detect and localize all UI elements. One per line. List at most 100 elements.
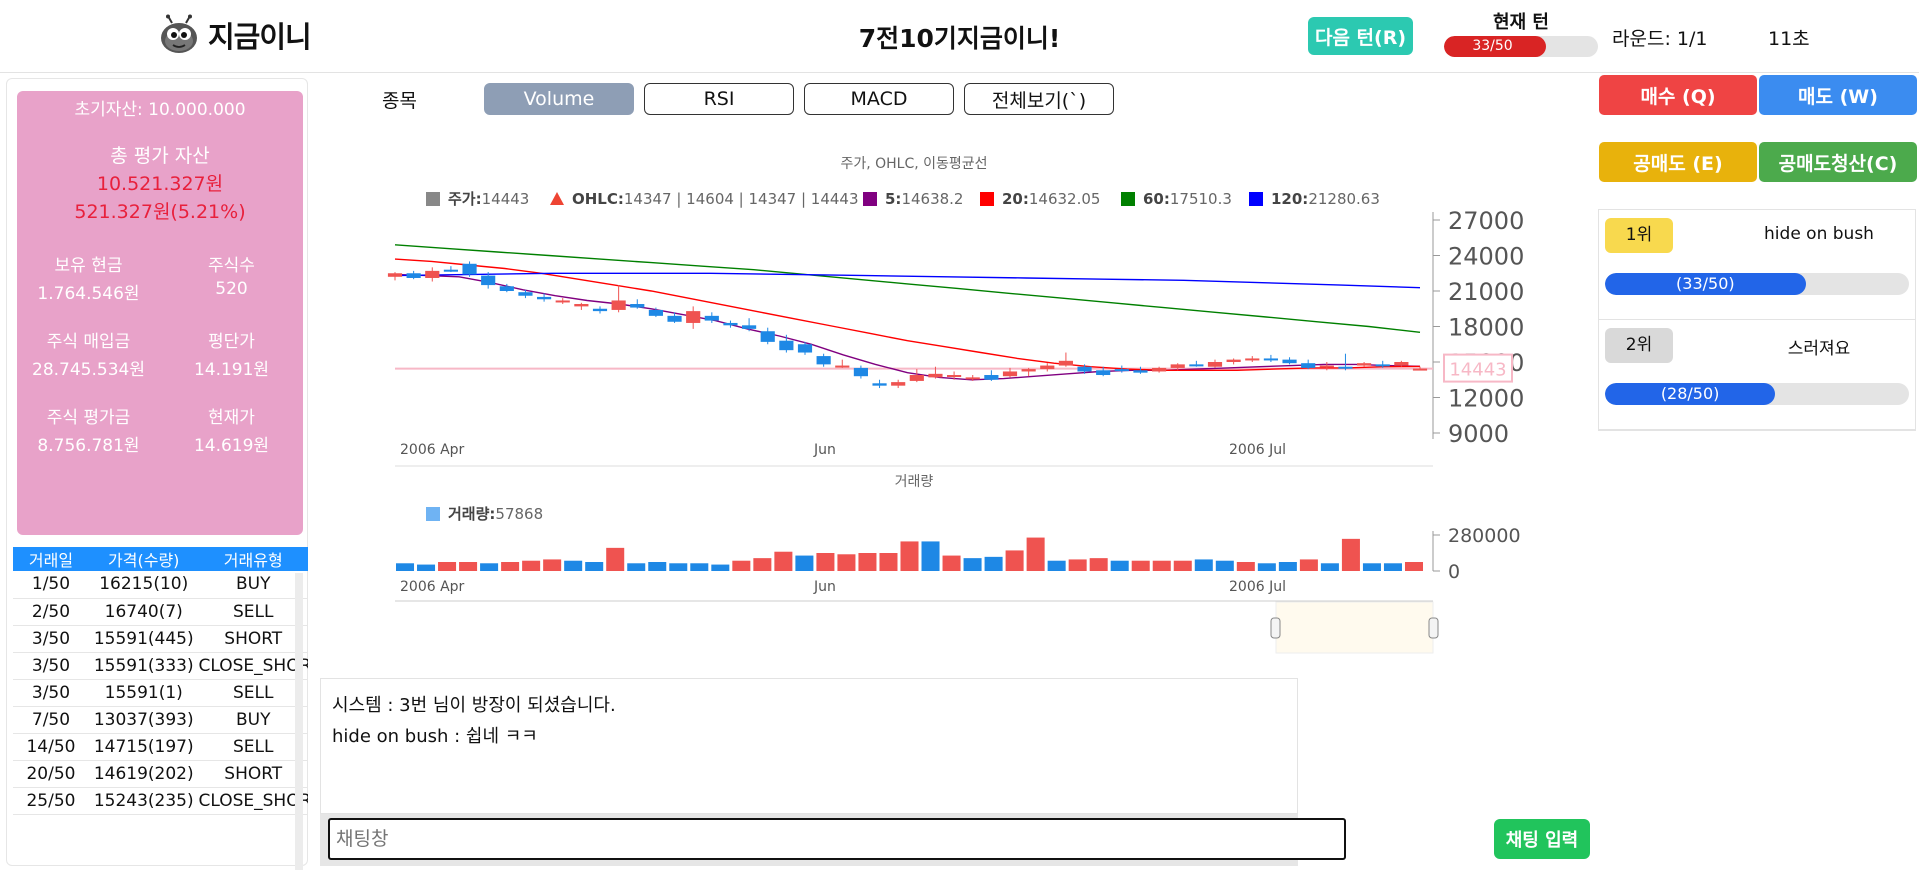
legend-item[interactable]: 120:21280.63 bbox=[1249, 190, 1380, 208]
rank-progress-fill bbox=[1605, 383, 1776, 405]
buy-amount-value: 28.745.534원 bbox=[32, 360, 145, 380]
x-tick-label: 2006 Apr bbox=[400, 579, 465, 595]
short-button[interactable]: 공매도 (E) bbox=[1599, 142, 1757, 182]
candle bbox=[1263, 354, 1278, 362]
chat-input[interactable] bbox=[328, 818, 1346, 860]
table-row[interactable]: 1/50 16215(10) BUY bbox=[13, 571, 308, 599]
shares-value: 520 bbox=[215, 279, 248, 299]
legend-item[interactable]: 5:14638.2 bbox=[863, 190, 963, 208]
candle-body bbox=[797, 344, 813, 353]
volume-bar bbox=[1299, 559, 1318, 571]
candle bbox=[1002, 367, 1018, 378]
price-tick-label: 21000 bbox=[1448, 278, 1524, 306]
rsi-button[interactable]: RSI bbox=[644, 83, 794, 115]
candle-body bbox=[1226, 359, 1241, 362]
left-panel: 초기자산: 10.000.000 총 평가 자산 10.521.327원 521… bbox=[6, 78, 308, 870]
buy-button[interactable]: 매수 (Q) bbox=[1599, 75, 1757, 115]
chat-send-button[interactable]: 채팅 입력 bbox=[1494, 819, 1590, 859]
close-short-button[interactable]: 공매도청산(C) bbox=[1759, 142, 1917, 182]
table-row[interactable]: 3/50 15591(1) SELL bbox=[13, 679, 308, 707]
trade-date: 3/50 bbox=[13, 625, 89, 653]
candle bbox=[1282, 357, 1297, 365]
current-price: 현재가 14.619원 bbox=[160, 403, 303, 456]
legend-item[interactable]: OHLC:14347 | 14604 | 14347 | 14443 bbox=[550, 190, 859, 208]
legend-item[interactable]: 거래량:57868 bbox=[426, 505, 543, 523]
volume-bar bbox=[984, 556, 1003, 571]
logo[interactable]: 지금이니 bbox=[158, 14, 312, 56]
ma-line-5 bbox=[394, 273, 1421, 381]
legend-marker bbox=[550, 192, 564, 205]
candle-body bbox=[760, 331, 775, 342]
candle bbox=[909, 369, 924, 383]
avg-price-value: 14.191원 bbox=[193, 360, 270, 380]
volume-bar bbox=[1089, 558, 1108, 571]
trade-date: 2/50 bbox=[13, 598, 89, 626]
volume-bar bbox=[1404, 562, 1423, 571]
legend-marker bbox=[1121, 192, 1135, 206]
volume-bar bbox=[627, 563, 646, 571]
symbol-label: 종목 bbox=[382, 90, 417, 112]
navigator-left-handle[interactable] bbox=[1270, 617, 1281, 639]
candle-body bbox=[443, 269, 458, 272]
trade-table-vscroll[interactable] bbox=[295, 573, 303, 870]
chat-log: 시스템 : 3번 님이 방장이 되셨습니다. hide on bush : 쉽네… bbox=[320, 678, 1298, 814]
table-row[interactable]: 14/50 14715(197) SELL bbox=[13, 733, 308, 761]
candle bbox=[555, 298, 570, 305]
cash-value: 1.764.546원 bbox=[37, 284, 140, 304]
stock-chart[interactable]: 주가, OHLC, 이동평균선 주가:14443 OHLC:14347 | 146… bbox=[380, 140, 1540, 660]
x-tick-label: Jun bbox=[813, 579, 836, 595]
trade-date: 14/50 bbox=[13, 733, 89, 761]
navigator-window[interactable] bbox=[1275, 601, 1434, 654]
candle-body bbox=[723, 322, 738, 326]
candle-body bbox=[1040, 365, 1055, 370]
trade-price-qty: 15591(445) bbox=[88, 625, 199, 653]
candle bbox=[1245, 356, 1260, 362]
table-row[interactable]: 7/50 13037(393) BUY bbox=[13, 706, 308, 734]
candle bbox=[1058, 352, 1073, 367]
volume-bar bbox=[480, 563, 499, 571]
table-row[interactable]: 3/50 15591(445) SHORT bbox=[13, 625, 308, 653]
legend-label: 60:17510.3 bbox=[1143, 190, 1232, 208]
candle-body bbox=[1152, 367, 1167, 372]
volume-bar bbox=[711, 564, 730, 571]
navigator-right-handle[interactable] bbox=[1428, 617, 1439, 639]
range-navigator[interactable] bbox=[395, 600, 1439, 654]
legend-item[interactable]: 20:14632.05 bbox=[980, 190, 1100, 208]
legend-marker bbox=[863, 192, 877, 206]
table-row[interactable]: 2/50 16740(7) SELL bbox=[13, 598, 308, 626]
volume-bar bbox=[606, 547, 625, 571]
legend-item[interactable]: 60:17510.3 bbox=[1121, 190, 1232, 208]
legend-marker bbox=[980, 192, 994, 206]
volume-x-axis: 2006 Apr Jun 2006 Jul bbox=[400, 579, 1286, 595]
chat-message: 시스템 : 3번 님이 방장이 되셨습니다. bbox=[332, 695, 616, 716]
candle bbox=[518, 289, 533, 299]
candle-body bbox=[742, 325, 757, 329]
candle-body bbox=[891, 382, 906, 386]
col-header-date: 거래일 bbox=[13, 547, 89, 571]
shares-label: 주식수 bbox=[208, 256, 255, 276]
volume-button[interactable]: Volume bbox=[484, 83, 634, 115]
candle bbox=[1394, 360, 1409, 367]
legend-label: 주가:14443 bbox=[448, 190, 529, 208]
macd-button[interactable]: MACD bbox=[804, 83, 954, 115]
trade-type: CLOSE_SHORT bbox=[198, 787, 308, 815]
turn-progress-fill bbox=[1444, 36, 1546, 57]
legend-label: OHLC:14347 | 14604 | 14347 | 14443 bbox=[572, 190, 859, 208]
volume-tick-label: 280000 bbox=[1448, 525, 1521, 547]
candle bbox=[574, 302, 589, 310]
legend-item[interactable]: 주가:14443 bbox=[426, 190, 529, 208]
volume-bar bbox=[816, 553, 835, 571]
candle bbox=[1319, 362, 1334, 371]
sell-button[interactable]: 매도 (W) bbox=[1759, 75, 1917, 115]
candle bbox=[1152, 366, 1167, 373]
candle-body bbox=[686, 311, 701, 323]
volume-bars bbox=[396, 537, 1423, 571]
next-turn-button[interactable]: 다음 턴(R) bbox=[1308, 17, 1413, 55]
volume-bar bbox=[1257, 563, 1276, 571]
volume-bar bbox=[1236, 562, 1255, 571]
table-row[interactable]: 20/50 14619(202) SHORT bbox=[13, 760, 308, 788]
turn-progress-text: 33/50 bbox=[1472, 38, 1513, 54]
view-all-button[interactable]: 전체보기(`) bbox=[964, 83, 1114, 115]
